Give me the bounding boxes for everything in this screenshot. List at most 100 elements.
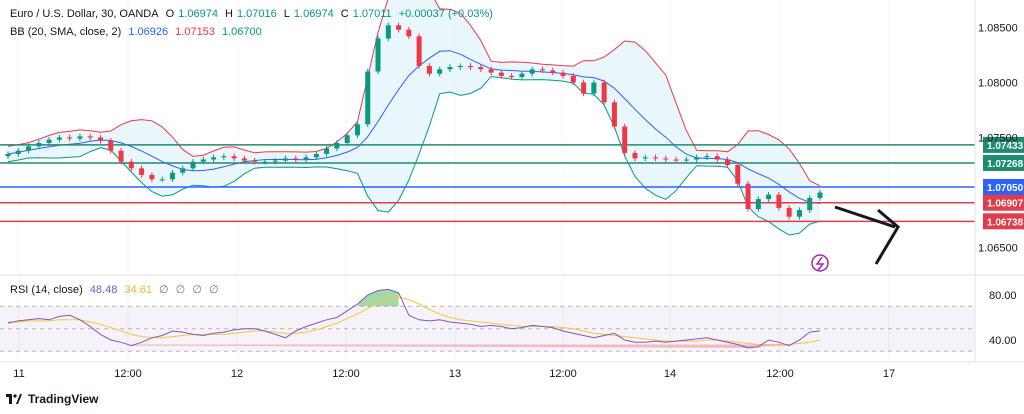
rsi-pane (0, 288, 975, 352)
candle-body-22 (231, 156, 237, 159)
candle-body-64 (663, 158, 669, 160)
candle-body-4 (46, 139, 52, 143)
rsi-extra-1: ∅ (175, 284, 186, 296)
rsi-extra-0: ∅ (159, 284, 169, 296)
level-label-0: 1.07433 (987, 141, 1024, 152)
candle-body-63 (653, 157, 659, 159)
candle-body-54 (560, 72, 566, 76)
candle-body-52 (539, 69, 545, 71)
candle-body-77 (796, 210, 802, 217)
candle-body-16 (169, 172, 175, 180)
bolt-icon (811, 254, 829, 272)
candle-body-56 (581, 82, 587, 94)
level-label-4: 1.06738 (987, 217, 1024, 228)
time-tick-7: 12:00 (766, 368, 794, 380)
candle-body-65 (673, 159, 679, 161)
candle-body-19 (200, 159, 206, 162)
candle-body-25 (262, 161, 268, 163)
price-tick-2: 1.07500 (978, 133, 1018, 145)
bollinger-bands (7, 0, 821, 236)
candle-body-34 (354, 124, 360, 136)
level-badge-1 (983, 155, 1024, 172)
rsi-overbought-fill (357, 289, 399, 307)
symbol-title: Euro / U.S. Dollar, 30, OANDA (10, 8, 159, 20)
candle-body-41 (426, 66, 432, 74)
time-tick-8: 17 (883, 368, 895, 380)
rsi-ma-value: 34.61 (124, 284, 152, 296)
candle-body-79 (817, 192, 823, 198)
tradingview-footer[interactable]: TradingView (6, 392, 98, 406)
candle-body-72 (745, 183, 751, 209)
candle-body-66 (683, 159, 689, 161)
rsi-value: 48.48 (89, 284, 118, 296)
rsi-extra-2: ∅ (192, 284, 202, 296)
ohlc-h-label: H (225, 8, 233, 20)
ohlc-high: 1.07016 (236, 8, 277, 20)
price-tick-0: 1.08500 (978, 23, 1018, 35)
candle-body-10 (108, 140, 114, 151)
symbol-header: Euro / U.S. Dollar, 30, OANDA O 1.06974 H… (10, 8, 497, 20)
candle-body-6 (67, 137, 73, 139)
bb-upper-value: 1.07153 (175, 26, 215, 38)
candle-body-70 (724, 159, 730, 165)
rsi-oversold-fill (131, 344, 790, 348)
level-label-1: 1.07268 (987, 159, 1024, 170)
candle-body-33 (344, 135, 350, 143)
rsi-header: RSI (14, close) 48.48 34.61 ∅ ∅ ∅ ∅ (10, 283, 223, 296)
candle-body-14 (149, 174, 155, 180)
time-tick-0: 11 (13, 368, 24, 380)
candle-body-68 (704, 156, 710, 158)
bb-lower-value: 1.06700 (221, 26, 262, 38)
ohlc-c-label: C (340, 8, 349, 20)
candle-body-12 (128, 161, 134, 169)
rsi-line (7, 288, 821, 349)
candle-body-27 (283, 158, 289, 161)
candle-body-21 (221, 156, 227, 158)
candle-body-76 (786, 207, 792, 217)
ohlc-close: 1.07011 (352, 8, 392, 20)
candle-body-1 (15, 150, 21, 154)
bb-label: BB (20, SMA, close, 2) (10, 26, 122, 38)
bb-fill (8, 0, 820, 235)
candle-body-9 (98, 137, 104, 141)
candle-body-74 (766, 194, 772, 200)
candle-body-8 (87, 136, 93, 138)
candle-body-45 (468, 66, 474, 68)
bb-upper-line (7, 0, 821, 187)
candle-body-48 (498, 72, 504, 76)
candle-body-50 (519, 73, 525, 77)
level-badge-2 (983, 179, 1024, 195)
candle-body-0 (5, 154, 11, 157)
candle-body-35 (365, 71, 371, 125)
brand-name: TradingView (28, 392, 99, 406)
candle-body-60 (622, 126, 628, 153)
candle-body-11 (118, 150, 124, 162)
time-tick-5: 12:00 (549, 368, 577, 380)
candle-body-57 (591, 82, 597, 94)
candle-body-61 (632, 152, 638, 159)
ohlc-low: 1.06974 (293, 8, 334, 20)
candle-body-37 (385, 25, 391, 39)
candle-body-26 (272, 160, 278, 162)
time-tick-2: 12 (231, 368, 243, 380)
candle-body-71 (735, 165, 741, 184)
tradingview-logo-icon (6, 394, 22, 404)
candle-body-42 (437, 69, 443, 74)
candle-body-75 (776, 194, 782, 208)
time-tick-1: 12:00 (114, 368, 142, 380)
bb-basis-line (7, 50, 821, 204)
candle-body-3 (36, 143, 42, 147)
candle-body-5 (56, 137, 62, 140)
candle-body-44 (457, 66, 463, 68)
bb-basis-value: 1.06926 (128, 26, 169, 38)
candle-body-58 (601, 82, 607, 103)
level-label-2: 1.07050 (987, 183, 1024, 194)
level-badge-4 (983, 213, 1024, 230)
horizontal-levels[interactable]: 1.07433 1.07268 1.07050 1.06907 1.06738 (0, 136, 1024, 230)
ohlc-o-label: O (165, 8, 175, 20)
trend-arrow-head (874, 208, 900, 265)
rsi-ma-line (8, 296, 821, 345)
trend-arrow-shaft (834, 205, 896, 229)
candle-body-13 (139, 168, 145, 175)
